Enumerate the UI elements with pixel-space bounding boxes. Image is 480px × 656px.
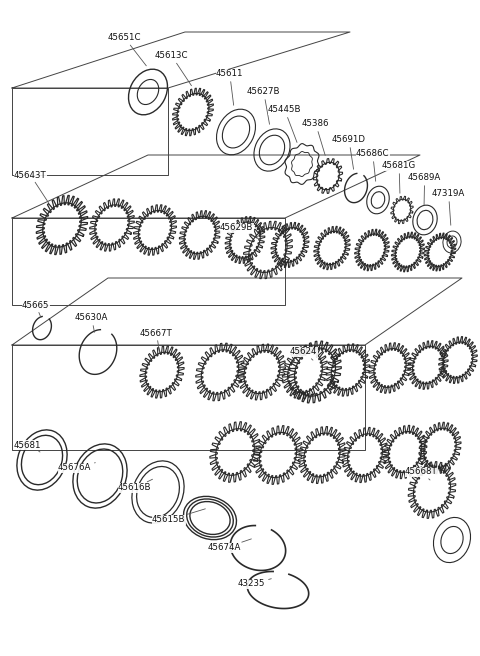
Text: 45615B: 45615B bbox=[152, 509, 205, 525]
Text: 45681G: 45681G bbox=[382, 161, 416, 194]
Text: 45686C: 45686C bbox=[356, 150, 389, 181]
Text: 45651C: 45651C bbox=[108, 33, 146, 66]
Text: 45611: 45611 bbox=[216, 70, 243, 105]
Text: 45630A: 45630A bbox=[75, 314, 108, 333]
Text: 45616B: 45616B bbox=[118, 480, 153, 493]
Text: 45665: 45665 bbox=[22, 300, 49, 318]
Text: 45629B: 45629B bbox=[220, 224, 263, 241]
Text: 43235: 43235 bbox=[238, 579, 271, 588]
Text: 45386: 45386 bbox=[302, 119, 329, 155]
Text: 45681: 45681 bbox=[14, 440, 41, 452]
Text: 45674A: 45674A bbox=[208, 539, 252, 552]
Text: 45643T: 45643T bbox=[14, 171, 48, 203]
Text: 45691D: 45691D bbox=[332, 136, 366, 169]
Text: 45613C: 45613C bbox=[155, 52, 192, 86]
Text: 45445B: 45445B bbox=[268, 106, 301, 142]
Text: 45668T: 45668T bbox=[405, 468, 438, 480]
Text: 45676A: 45676A bbox=[58, 462, 96, 472]
Text: 45627B: 45627B bbox=[247, 87, 280, 124]
Text: 45689A: 45689A bbox=[408, 173, 441, 205]
Text: 45667T: 45667T bbox=[140, 329, 173, 352]
Text: 45624: 45624 bbox=[290, 348, 317, 360]
Text: 47319A: 47319A bbox=[432, 190, 465, 225]
